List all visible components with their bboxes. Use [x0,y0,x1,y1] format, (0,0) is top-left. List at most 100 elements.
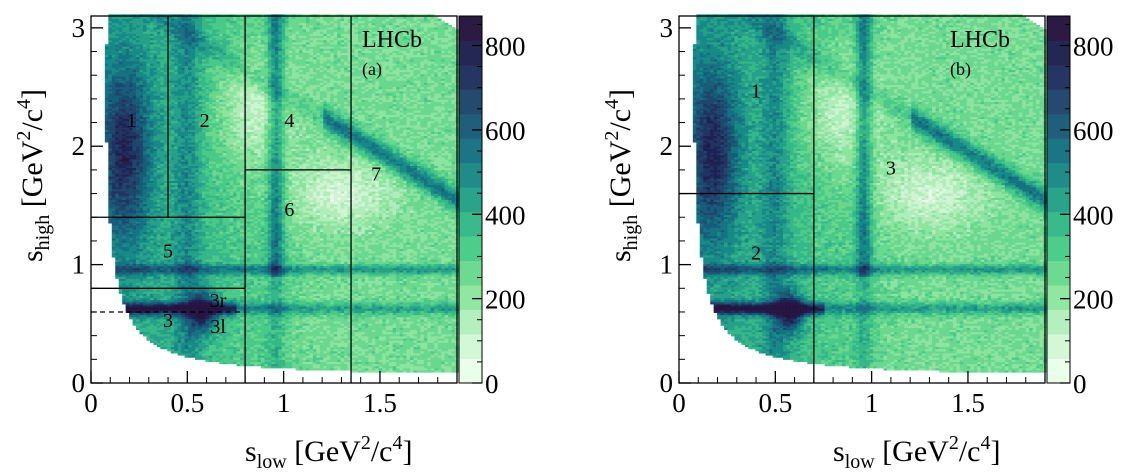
heatmap-cell [185,36,189,38]
heatmap-cell [202,74,206,76]
heatmap-cell [140,308,144,310]
heatmap-cell [140,294,144,296]
heatmap-cell [119,268,123,270]
heatmap-cell [205,46,209,48]
heatmap-cell [195,38,199,40]
heatmap-cell [202,202,206,204]
heatmap-cell [164,279,168,281]
heatmap-cell [174,140,178,142]
heatmap-cell [209,193,213,195]
heatmap-cell [160,95,164,97]
heatmap-cell [115,240,119,242]
heatmap-cell [188,247,192,249]
heatmap-cell [202,31,206,33]
heatmap-cell [122,91,126,93]
heatmap-cell [192,323,196,325]
heatmap-cell [178,70,182,72]
heatmap-cell [164,230,168,232]
heatmap-cell [150,302,154,304]
heatmap-cell [126,181,130,183]
heatmap-cell [164,289,168,291]
heatmap-cell [126,221,130,223]
heatmap-cell [192,255,196,257]
heatmap-cell [181,294,185,296]
heatmap-cell [212,313,216,315]
heatmap-cell [115,31,119,33]
heatmap-cell [174,285,178,287]
heatmap-cell [140,93,144,95]
heatmap-cell [205,44,209,46]
heatmap-cell [202,317,206,319]
heatmap-cell [202,38,206,40]
heatmap-cell [143,144,147,146]
heatmap-cell [140,232,144,234]
heatmap-cell [115,127,119,129]
heatmap-cell [146,74,150,76]
heatmap-cell [188,193,192,195]
heatmap-cell [171,193,175,195]
heatmap-cell [133,153,137,155]
heatmap-cell [181,59,185,61]
heatmap-cell [185,76,189,78]
heatmap-cell [195,74,199,76]
heatmap-cell [192,281,196,283]
heatmap-cell [192,313,196,315]
heatmap-cell [188,353,192,355]
heatmap-cell [178,317,182,319]
heatmap-cell [157,306,161,308]
heatmap-cell [150,319,154,321]
heatmap-cell [160,34,164,36]
heatmap-cell [174,70,178,72]
heatmap-cell [171,68,175,70]
heatmap-cell [122,185,126,187]
heatmap-cell [181,227,185,229]
heatmap-cell [140,142,144,144]
heatmap-cell [209,343,213,345]
heatmap-cell [122,204,126,206]
heatmap-cell [188,221,192,223]
heatmap-cell [167,221,171,223]
heatmap-cell [195,16,199,18]
heatmap-cell [153,106,157,108]
heatmap-cell [140,78,144,80]
heatmap-cell [192,198,196,200]
heatmap-cell [136,80,140,82]
heatmap-cell [112,159,116,161]
heatmap-cell [157,313,161,315]
heatmap-cell [198,321,202,323]
heatmap-cell [209,360,213,362]
heatmap-cell [105,138,109,140]
heatmap-cell [150,289,154,291]
heatmap-cell [181,191,185,193]
heatmap-cell [164,270,168,272]
heatmap-cell [126,266,130,268]
heatmap-cell [188,100,192,102]
heatmap-cell [140,189,144,191]
heatmap-cell [192,117,196,119]
heatmap-cell [143,80,147,82]
heatmap-cell [150,219,154,221]
heatmap-cell [171,31,175,33]
heatmap-cell [108,193,112,195]
heatmap-cell [164,121,168,123]
heatmap-cell [108,153,112,155]
heatmap-cell [150,140,154,142]
heatmap-cell [188,151,192,153]
heatmap-cell [153,294,157,296]
heatmap-cell [143,279,147,281]
heatmap-cell [143,242,147,244]
heatmap-cell [129,78,133,80]
heatmap-cell [143,104,147,106]
heatmap-cell [171,304,175,306]
heatmap-cell [129,59,133,61]
heatmap-cell [146,153,150,155]
heatmap-cell [153,27,157,29]
heatmap-cell [119,44,123,46]
heatmap-cell [157,48,161,50]
heatmap-cell [216,117,220,119]
heatmap-cell [146,236,150,238]
heatmap-cell [157,213,161,215]
heatmap-cell [153,285,157,287]
heatmap-cell [174,119,178,121]
heatmap-cell [153,204,157,206]
